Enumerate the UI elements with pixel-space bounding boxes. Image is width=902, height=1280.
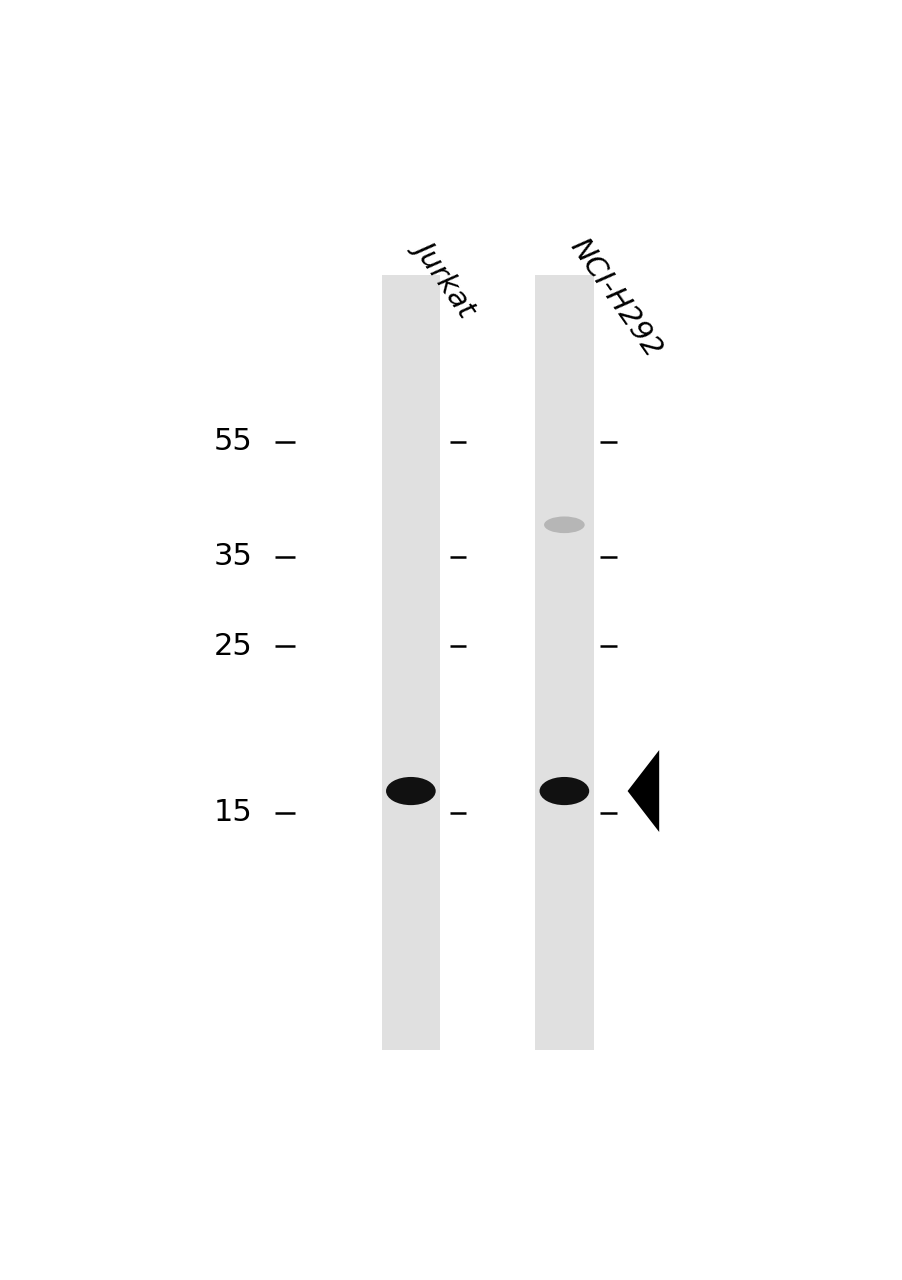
Ellipse shape [543,516,584,534]
Polygon shape [627,750,658,832]
Text: 55: 55 [214,428,253,456]
Bar [381,275,440,1050]
Text: 35: 35 [214,543,253,571]
Text: Jurkat: Jurkat [410,233,483,320]
Bar [534,275,594,1050]
Ellipse shape [386,777,435,805]
Text: NCI-H292: NCI-H292 [564,233,666,364]
Text: 15: 15 [214,799,253,827]
Ellipse shape [539,777,589,805]
Text: 25: 25 [214,632,253,660]
